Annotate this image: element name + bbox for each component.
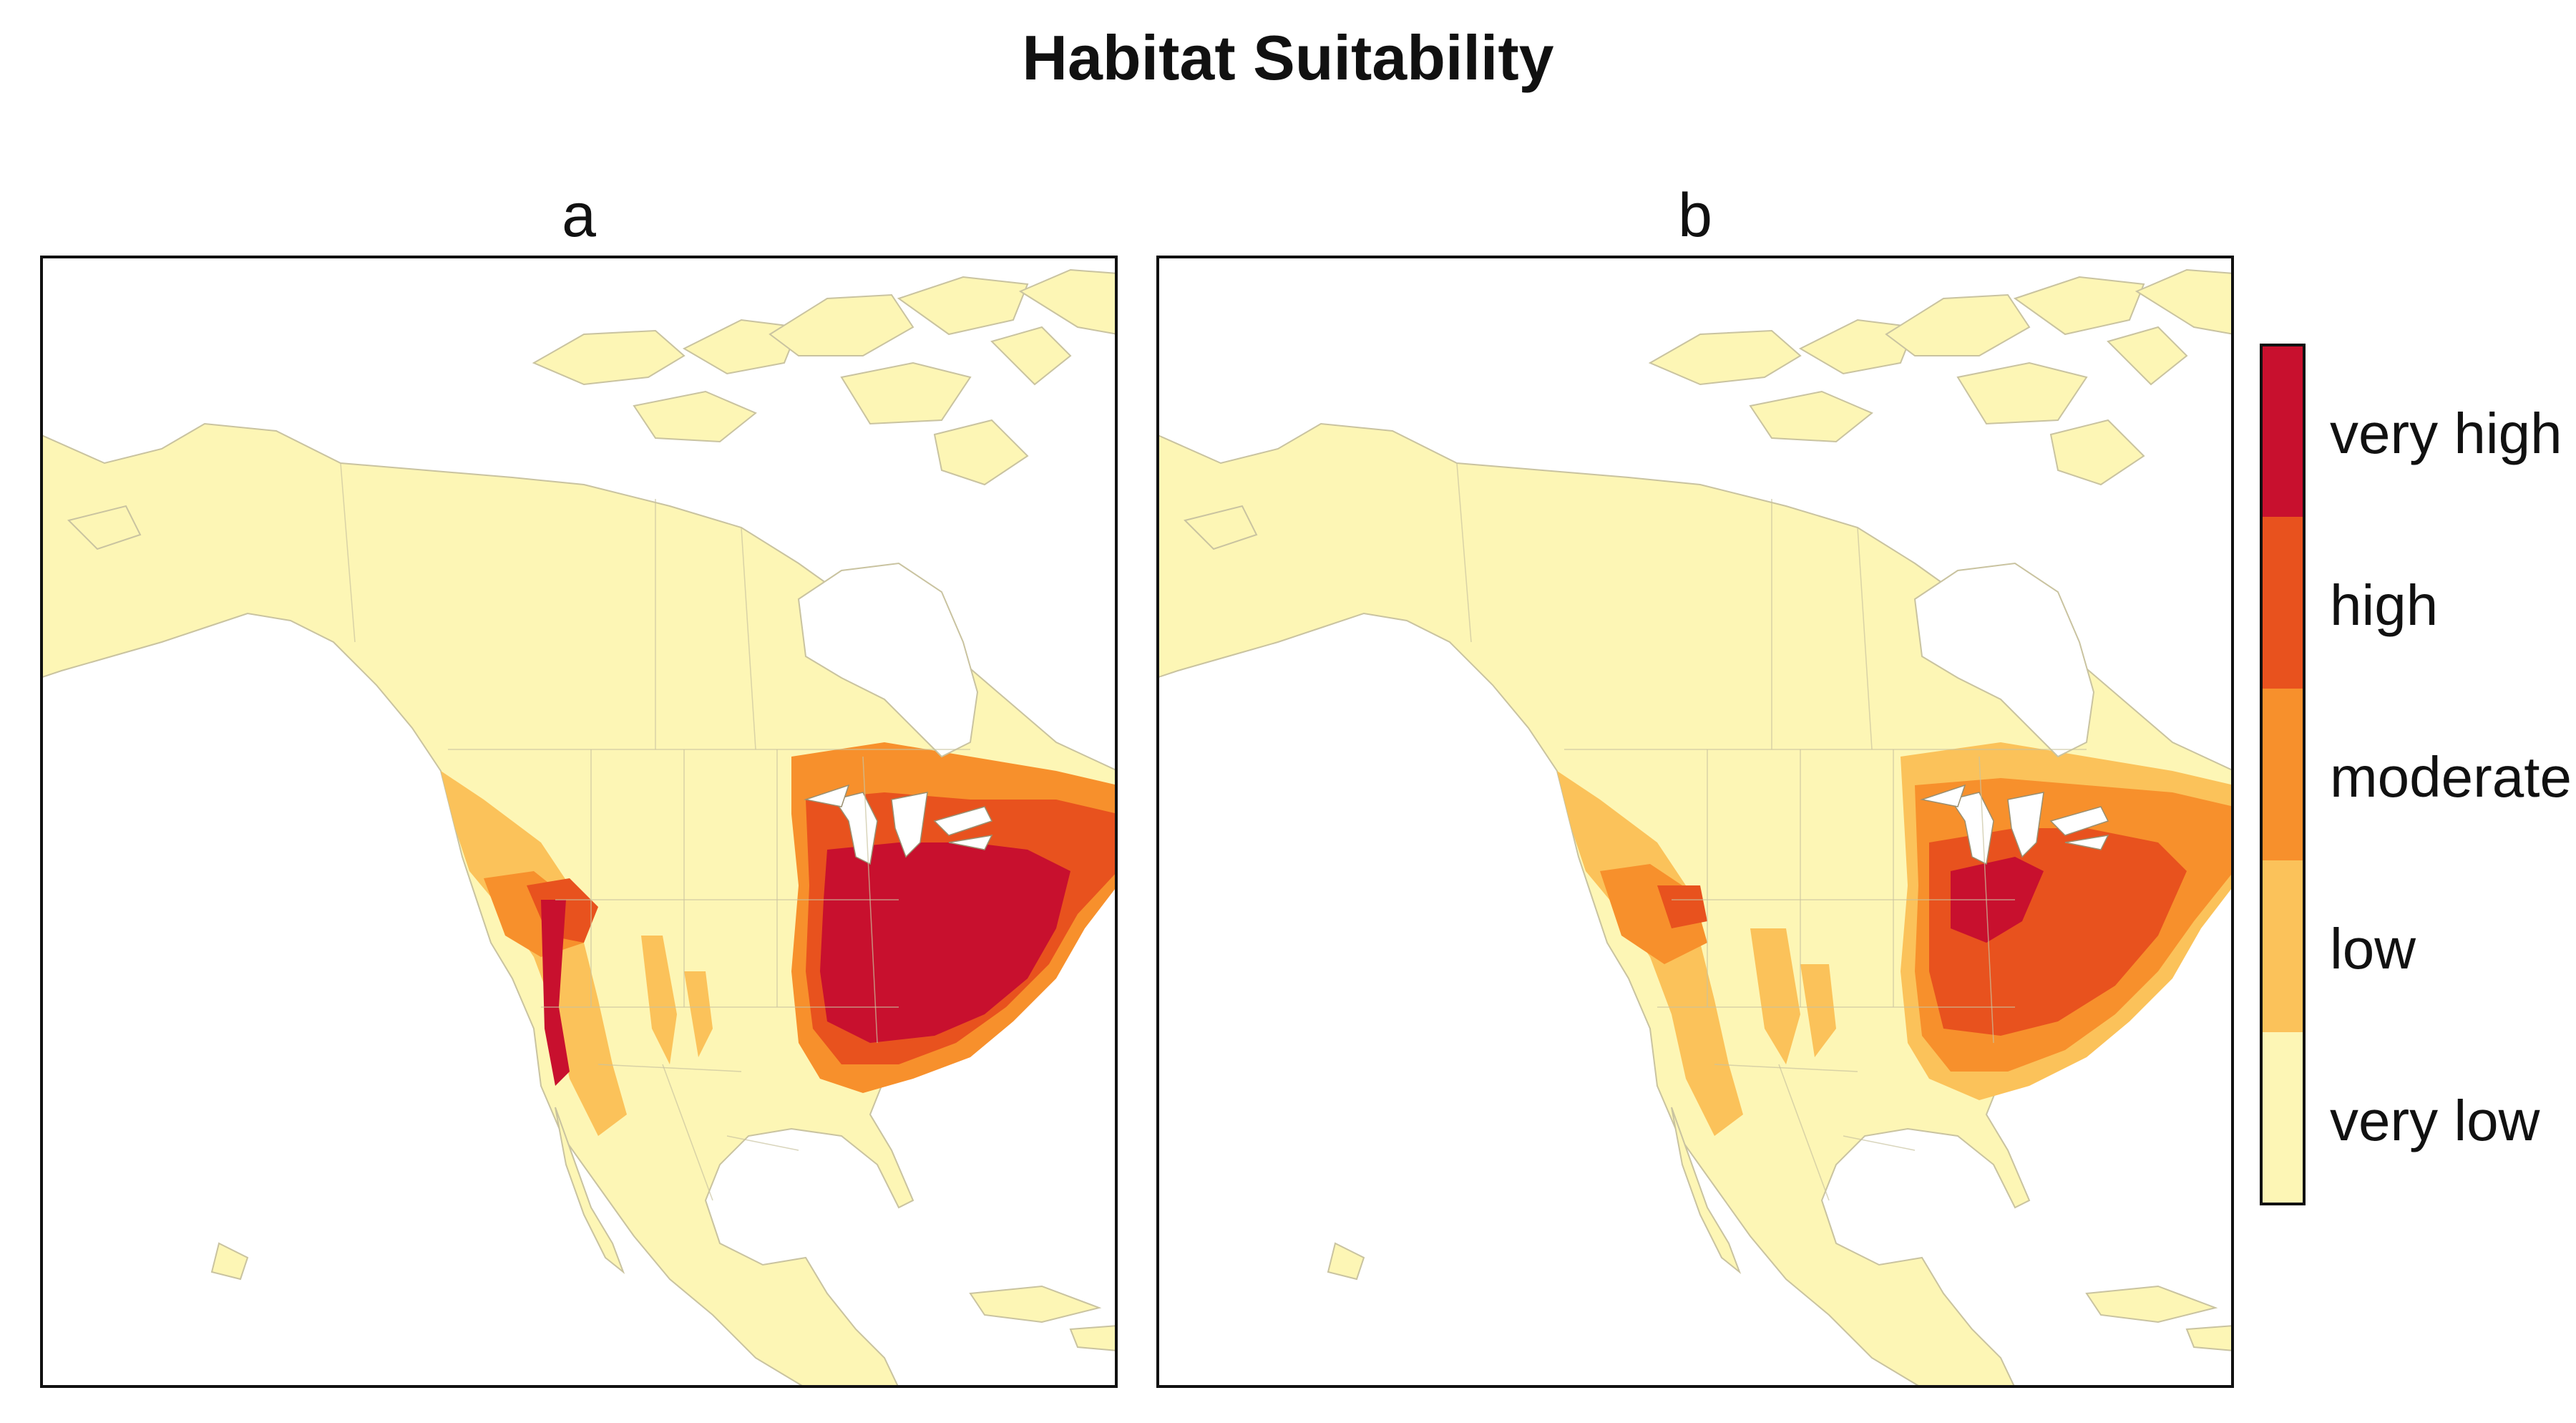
panel-label-a: a — [562, 181, 596, 250]
admin-border-6 — [1456, 462, 1472, 643]
island-6 — [2107, 326, 2188, 386]
great-lake-4 — [2064, 835, 2109, 850]
admin-border-12 — [726, 1135, 799, 1151]
great-lake-3 — [933, 806, 993, 836]
figure-title: Habitat Suitability — [1022, 22, 1554, 93]
suitability-zone-very-high-8 — [820, 842, 1070, 1043]
admin-border-9 — [1979, 756, 1994, 1044]
baja-peninsula — [555, 1107, 625, 1275]
legend-label-moderate: moderate — [2330, 745, 2572, 809]
island-6 — [990, 326, 1072, 386]
legend-label-high: high — [2330, 573, 2439, 637]
great-lake-2 — [804, 784, 850, 807]
suitability-zone-low-4 — [1800, 964, 1836, 1057]
great-lake-4 — [948, 835, 993, 850]
island-8 — [933, 419, 1029, 486]
suitability-zone-low-5 — [684, 971, 713, 1057]
island-2 — [769, 293, 914, 356]
island-7 — [2135, 268, 2234, 336]
island-8 — [2049, 419, 2145, 486]
island-3 — [2013, 276, 2145, 336]
island-0 — [532, 329, 686, 386]
admin-border-7 — [741, 527, 756, 750]
island-10 — [1327, 1242, 1365, 1281]
great-lake-0 — [833, 792, 878, 865]
island-9 — [1184, 505, 1258, 550]
legend-swatch-moderate — [2261, 689, 2304, 860]
map-panel-a — [40, 256, 1118, 1388]
island-5 — [1749, 390, 1873, 443]
admin-border-12 — [1843, 1135, 1916, 1151]
legend-swatch-low — [2261, 860, 2304, 1032]
island-10 — [210, 1242, 249, 1281]
suitability-zone-low-4 — [641, 936, 677, 1064]
admin-border-6 — [340, 462, 356, 643]
legend-frame — [2260, 344, 2306, 1205]
legend-swatch-very-low — [2261, 1032, 2304, 1204]
map-panel-b — [1156, 256, 2234, 1388]
island-5 — [633, 390, 757, 443]
suitability-zone-low-3 — [1750, 928, 1800, 1064]
baja-peninsula — [1671, 1107, 1742, 1275]
island-4 — [1956, 361, 2088, 425]
map-frame — [40, 256, 1118, 1388]
great-lake-0 — [1949, 792, 1994, 865]
admin-border-10 — [597, 1064, 742, 1072]
island-3 — [897, 276, 1029, 336]
suitability-zone-high-2 — [1657, 885, 1707, 928]
legend-label-very-low: very low — [2330, 1089, 2540, 1152]
great-lake-1 — [2007, 792, 2044, 858]
suitability-zone-low-0 — [441, 771, 627, 1136]
island-4 — [840, 361, 972, 425]
island-9 — [67, 505, 142, 550]
legend-swatch-very-high — [2261, 345, 2304, 517]
admin-border-9 — [862, 756, 878, 1044]
island-7 — [1018, 268, 1118, 336]
hudson-bay — [1913, 562, 2095, 758]
island-0 — [1648, 329, 1802, 386]
island-12 — [2185, 1324, 2234, 1352]
admin-border-11 — [662, 1064, 713, 1201]
admin-border-11 — [1778, 1064, 1830, 1201]
great-lake-2 — [1920, 784, 1966, 807]
legend-colorbar — [2260, 344, 2306, 1205]
legend-label-low: low — [2330, 917, 2416, 981]
island-11 — [969, 1285, 1102, 1324]
island-11 — [2085, 1285, 2218, 1324]
great-lake-3 — [2049, 806, 2109, 836]
island-2 — [1885, 293, 2031, 356]
admin-border-7 — [1857, 527, 1873, 750]
legend-swatch-high — [2261, 517, 2304, 689]
island-12 — [1069, 1324, 1118, 1352]
hudson-bay — [797, 562, 979, 758]
suitability-zone-very-high-3 — [541, 900, 570, 1086]
map-frame — [1156, 256, 2234, 1388]
admin-border-10 — [1714, 1064, 1858, 1072]
panel-label-b: b — [1678, 181, 1712, 250]
legend-label-very-high: very high — [2330, 402, 2562, 465]
great-lake-1 — [891, 792, 928, 858]
